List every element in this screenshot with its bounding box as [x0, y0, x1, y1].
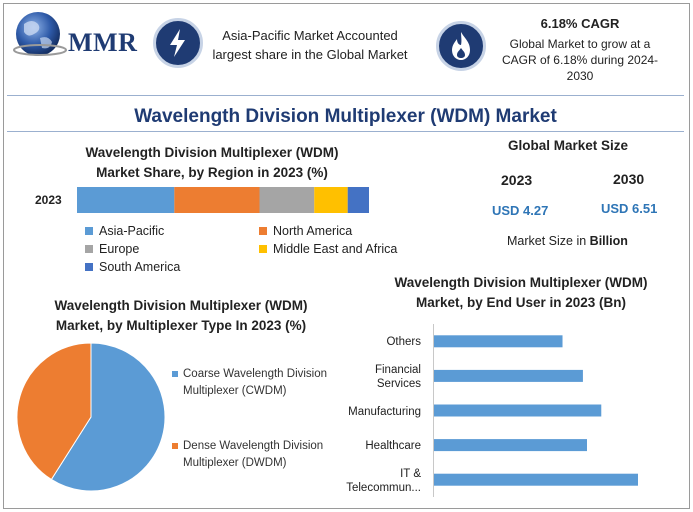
legend-label: Europe: [99, 242, 140, 256]
legend-label: Coarse Wavelength Division Multiplexer (…: [183, 368, 328, 397]
legend-swatch: [259, 227, 267, 235]
region-bar-segment-0: [77, 187, 175, 213]
enduser-chart-title: Wavelength Division Multiplexer (WDM) Ma…: [394, 275, 648, 310]
legend-label: South America: [99, 260, 181, 274]
region-legend-item: Asia-Pacific: [85, 224, 164, 238]
region-bar-segment-1: [174, 187, 260, 213]
brand-name: MMR: [68, 28, 138, 57]
title-rule-top: [7, 95, 684, 96]
legend-label: Middle East and Africa: [273, 242, 398, 256]
type-chart-title: Wavelength Division Multiplexer (WDM) Ma…: [54, 298, 308, 333]
enduser-category-label: Healthcare: [365, 440, 421, 453]
type-pie-chart: [16, 342, 166, 492]
highlight-2-text: Global Market to grow at a CAGR of 6.18%…: [501, 37, 659, 83]
highlight-1-text: Asia-Pacific Market Accounted largest sh…: [212, 28, 408, 62]
region-legend-item: North America: [259, 224, 352, 238]
enduser-bar-chart: [434, 335, 638, 486]
region-legend-item: South America: [85, 260, 180, 274]
pie-legend-item: Coarse Wavelength Division Multiplexer (…: [172, 366, 342, 400]
region-bar-segment-2: [259, 187, 315, 213]
region-legend: Asia-Pacific North America Europe Middle Ea…: [85, 224, 405, 278]
enduser-bar-1: [434, 369, 583, 382]
lightning-icon: [170, 29, 185, 57]
market-size-note-prefix: Market Size in: [507, 234, 590, 248]
enduser-category-label: Financial Services: [374, 363, 421, 390]
market-size-value-2023: USD 4.27: [492, 203, 549, 218]
legend-label: Dense Wavelength Division Multiplexer (D…: [183, 440, 324, 469]
highlight-1-badge: [153, 18, 203, 68]
brand-logo: MMR: [12, 10, 140, 62]
market-size-note-unit: Billion: [589, 234, 628, 248]
enduser-bar-2: [434, 404, 602, 417]
enduser-bar-3: [434, 439, 587, 452]
enduser-bar-0: [434, 335, 563, 348]
legend-label: Asia-Pacific: [99, 224, 165, 238]
market-size-title: Global Market Size: [508, 138, 629, 153]
enduser-bar-4: [434, 473, 638, 486]
globe-icon: [13, 12, 67, 56]
highlight-2-badge: [436, 21, 486, 71]
enduser-axis-line: [433, 324, 434, 497]
region-chart-title: Wavelength Division Multiplexer (WDM) Ma…: [85, 145, 339, 180]
region-bar-segment-3: [314, 187, 348, 213]
region-legend-item: Middle East and Africa: [259, 242, 397, 256]
region-legend-item: Europe: [85, 242, 139, 256]
enduser-category-labels: Others Financial Services Manufacturing Heal…: [330, 327, 425, 497]
enduser-category-label: IT & Telecommun...: [346, 467, 421, 494]
region-bar-year-label: 2023: [35, 193, 62, 207]
market-size-note: Market Size in Billion: [507, 234, 628, 248]
market-size-year-2030: 2030: [613, 171, 645, 187]
legend-swatch: [172, 443, 178, 449]
legend-swatch: [85, 263, 93, 271]
flame-icon: [452, 32, 470, 60]
legend-swatch: [85, 227, 93, 235]
market-size-year-2023: 2023: [501, 172, 533, 188]
enduser-category-label: Manufacturing: [348, 405, 421, 418]
pie-slice-1: [16, 342, 92, 481]
region-stacked-bar: [77, 187, 369, 213]
enduser-category-label: Others: [386, 336, 421, 349]
pie-slice-0: [50, 342, 166, 492]
pie-legend-item: Dense Wavelength Division Multiplexer (D…: [172, 438, 342, 472]
infographic-frame: [3, 3, 690, 509]
legend-label: North America: [273, 224, 353, 238]
title-rule-bottom: [7, 131, 684, 132]
legend-swatch: [172, 371, 178, 377]
legend-swatch: [85, 245, 93, 253]
market-size-value-2030: USD 6.51: [601, 201, 658, 216]
main-title: Wavelength Division Multiplexer (WDM) Ma…: [134, 106, 557, 127]
highlight-2-title: 6.18% CAGR: [540, 16, 620, 31]
region-bar-segment-4: [347, 187, 369, 213]
legend-swatch: [259, 245, 267, 253]
